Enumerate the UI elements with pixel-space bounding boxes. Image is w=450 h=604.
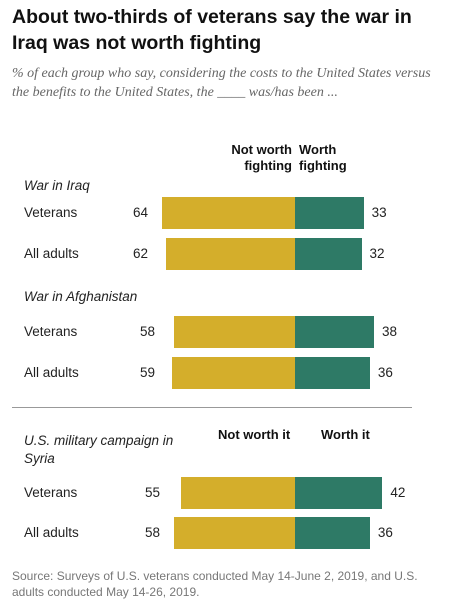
value-iraq-veterans-worth: 33 bbox=[371, 205, 387, 220]
value-afghanistan-all-adults-worth: 36 bbox=[377, 365, 393, 380]
value-afghanistan-veterans-worth: 38 bbox=[382, 324, 398, 339]
bar-iraq-all-adults-worth bbox=[295, 238, 362, 270]
value-iraq-all-adults-worth: 32 bbox=[369, 246, 385, 261]
section-divider bbox=[12, 407, 412, 408]
bar-syria-all-adults-worth bbox=[295, 517, 370, 549]
value-syria-veterans-not-worth: 55 bbox=[144, 485, 160, 500]
value-syria-all-adults-worth: 36 bbox=[377, 525, 393, 540]
group-label-syria: U.S. military campaign in Syria bbox=[24, 433, 174, 466]
bar-syria-all-adults-not-worth bbox=[174, 517, 295, 549]
value-afghanistan-all-adults-not-worth: 59 bbox=[139, 365, 155, 380]
bar-iraq-veterans-worth bbox=[295, 197, 364, 229]
source-note: Source: Surveys of U.S. veterans conduct… bbox=[12, 569, 418, 599]
row-label-iraq-all-adults: All adults bbox=[24, 246, 79, 261]
chart-title: About two-thirds of veterans say the war… bbox=[12, 6, 412, 54]
value-iraq-all-adults-not-worth: 62 bbox=[132, 246, 148, 261]
chart-subtitle: % of each group who say, considering the… bbox=[12, 66, 431, 100]
bar-afghanistan-veterans-worth bbox=[295, 316, 375, 348]
bar-syria-veterans-not-worth bbox=[180, 477, 295, 509]
bar-afghanistan-all-adults-worth bbox=[295, 357, 370, 389]
row-label-afghanistan-all-adults: All adults bbox=[24, 365, 79, 380]
col-header-not-worth-it: Not worth it bbox=[218, 427, 291, 442]
row-label-syria-all-adults: All adults bbox=[24, 525, 79, 540]
bar-afghanistan-all-adults-not-worth bbox=[172, 357, 295, 389]
value-syria-veterans-worth: 42 bbox=[390, 485, 406, 500]
bar-afghanistan-veterans-not-worth bbox=[174, 316, 295, 348]
value-afghanistan-veterans-not-worth: 58 bbox=[139, 324, 155, 339]
value-syria-all-adults-not-worth: 58 bbox=[144, 525, 160, 540]
bar-iraq-veterans-not-worth bbox=[161, 197, 295, 229]
value-iraq-veterans-not-worth: 64 bbox=[132, 205, 148, 220]
row-label-afghanistan-veterans: Veterans bbox=[24, 324, 78, 339]
col-header-worth-it: Worth it bbox=[321, 427, 370, 442]
group-label-afghanistan: War in Afghanistan bbox=[24, 289, 138, 304]
bar-syria-veterans-worth bbox=[295, 477, 383, 509]
bar-iraq-all-adults-not-worth bbox=[166, 238, 295, 270]
col-header-not-worth-fighting: Not worth fighting bbox=[231, 142, 292, 173]
col-header-worth-fighting: Worth fighting bbox=[299, 142, 347, 173]
row-label-iraq-veterans: Veterans bbox=[24, 205, 78, 220]
group-label-iraq: War in Iraq bbox=[24, 178, 90, 193]
row-label-syria-veterans: Veterans bbox=[24, 485, 78, 500]
